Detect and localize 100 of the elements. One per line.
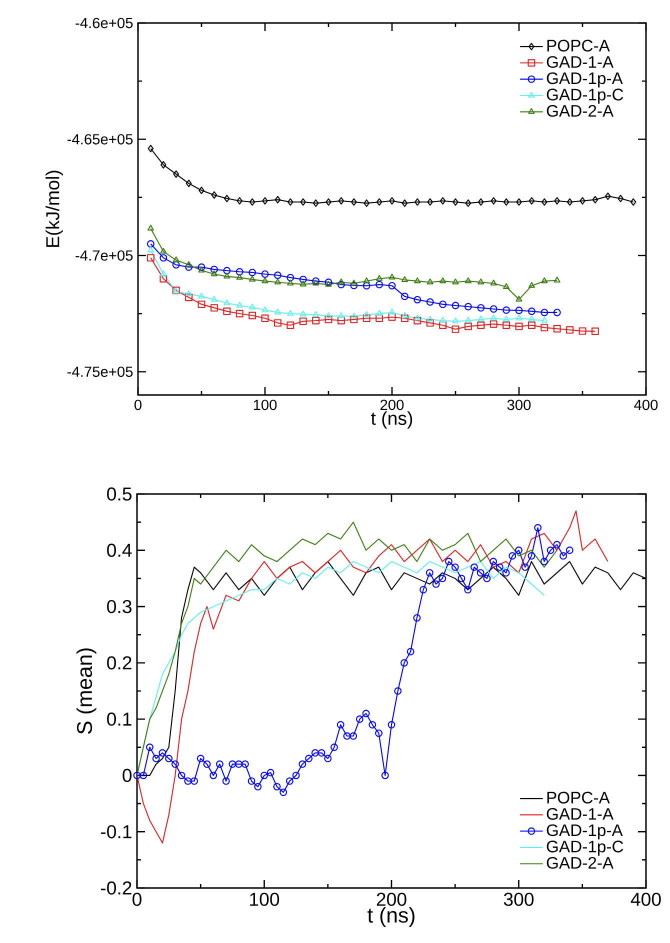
y-axis-title: S (mean): [76, 648, 96, 734]
y-tick-label: 0.3: [107, 600, 132, 614]
point: [262, 306, 268, 312]
point: [401, 276, 408, 282]
point: [160, 270, 167, 276]
point: [363, 277, 370, 284]
point: [376, 310, 383, 316]
point: [350, 280, 358, 286]
point: [337, 280, 345, 288]
point: [185, 290, 192, 296]
point: [362, 282, 370, 290]
legend-label: GAD-1p-A: [546, 72, 623, 88]
point: [388, 313, 396, 321]
point: [426, 278, 434, 284]
point: [490, 197, 497, 205]
point: [400, 292, 408, 300]
legend-label: GAD-1p-A: [546, 824, 623, 840]
point: [210, 296, 218, 302]
point: [541, 198, 548, 206]
y-tick-label: 0.1: [107, 712, 132, 726]
point: [592, 196, 598, 204]
y-axis-title: E(kJ/mol): [46, 170, 64, 247]
point: [490, 280, 497, 286]
point: [160, 161, 166, 169]
point: [324, 316, 332, 324]
point: [566, 198, 573, 206]
point: [426, 319, 434, 327]
point: [452, 325, 460, 333]
point: [389, 197, 395, 205]
y-tick-label: 0: [122, 768, 132, 782]
point: [172, 261, 180, 269]
point: [236, 310, 244, 318]
point: [452, 318, 459, 324]
point: [515, 306, 523, 314]
point: [262, 197, 268, 205]
x-axis-title: t (ns): [371, 411, 412, 429]
point: [490, 320, 498, 328]
point: [261, 270, 269, 278]
point: [427, 198, 434, 206]
point: [388, 308, 396, 315]
point: [414, 316, 422, 324]
point: [402, 199, 408, 207]
point: [541, 277, 548, 284]
point: [439, 316, 446, 323]
y-tick-label: -4.75e+05: [67, 366, 133, 377]
point: [148, 144, 154, 152]
point: [528, 197, 535, 205]
point: [236, 302, 243, 308]
point: [312, 199, 319, 207]
point: [312, 280, 320, 286]
point: [364, 199, 370, 207]
y-tick-label: -0.2: [100, 881, 132, 895]
point: [464, 322, 472, 330]
point: [326, 198, 332, 206]
point: [274, 308, 282, 315]
point: [553, 308, 561, 316]
point: [300, 280, 306, 286]
point: [146, 240, 154, 248]
point: [541, 316, 548, 323]
point: [478, 278, 484, 284]
x-tick-label: 300: [504, 892, 534, 906]
x-tick-label: 200: [380, 400, 404, 410]
point: [147, 224, 154, 231]
point: [248, 268, 256, 276]
point: [274, 319, 282, 327]
point: [185, 261, 192, 267]
point: [173, 170, 180, 178]
legend-label: GAD-1p-C: [546, 88, 624, 104]
x-axis-title: t (ns): [368, 907, 414, 927]
point: [274, 272, 282, 279]
point: [477, 304, 485, 312]
point: [274, 196, 281, 204]
point: [465, 199, 472, 207]
point: [236, 197, 243, 205]
y-tick-label: -4.6e+05: [76, 18, 133, 28]
point: [312, 277, 320, 285]
point: [224, 272, 230, 279]
point: [224, 194, 230, 202]
point: [362, 314, 370, 322]
point: [160, 248, 167, 254]
point: [528, 322, 536, 329]
point: [248, 312, 256, 320]
point: [198, 292, 205, 299]
point: [516, 314, 522, 320]
point: [286, 322, 294, 329]
point: [502, 322, 510, 329]
point: [414, 277, 421, 284]
point: [452, 278, 459, 284]
legend-label: GAD-2-A: [546, 856, 614, 869]
x-tick-label: 400: [630, 892, 661, 906]
point: [160, 275, 168, 282]
point: [414, 198, 420, 206]
point: [503, 198, 510, 206]
point: [211, 191, 218, 199]
x-tick-label: 100: [250, 892, 280, 906]
point: [464, 277, 472, 284]
point: [630, 198, 636, 206]
point: [248, 276, 256, 282]
point: [516, 296, 522, 302]
point: [312, 316, 320, 324]
